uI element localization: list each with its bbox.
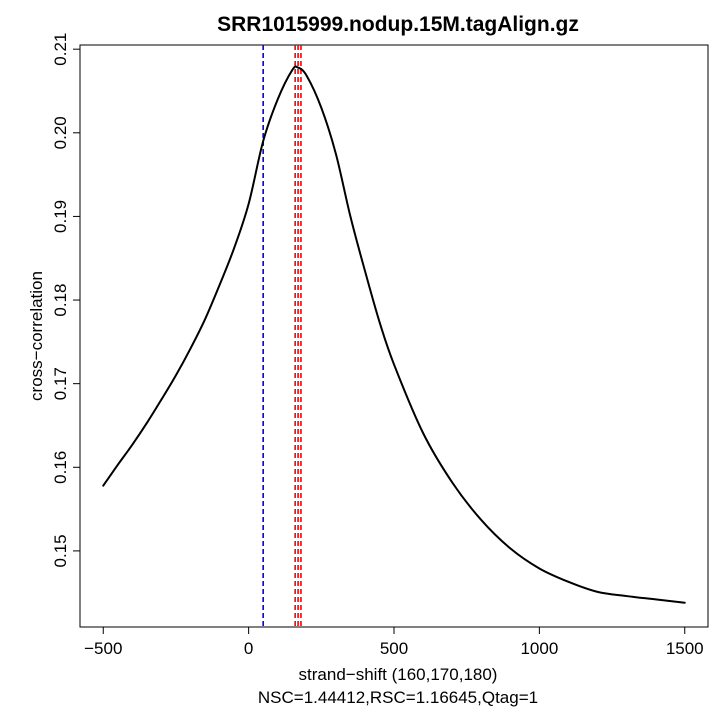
y-tick-label: 0.21 (51, 33, 70, 66)
x-axis: −500 0 500 1000 1500 (84, 627, 704, 658)
x-tick-label: 0 (244, 639, 253, 658)
x-axis-label: strand−shift (160,170,180) (299, 665, 498, 684)
x-tick-label: 1000 (520, 639, 558, 658)
x-tick-label: −500 (84, 639, 122, 658)
y-tick-label: 0.17 (51, 367, 70, 400)
y-axis-label: cross−correlation (27, 271, 46, 401)
y-tick-label: 0.19 (51, 200, 70, 233)
y-tick-label: 0.15 (51, 534, 70, 567)
y-axis: 0.15 0.16 0.17 0.18 0.19 0.20 0.21 (51, 33, 80, 567)
cross-correlation-curve (102, 65, 686, 604)
y-tick-label: 0.18 (51, 283, 70, 316)
y-tick-label: 0.20 (51, 116, 70, 149)
chart-subtitle: NSC=1.44412,RSC=1.16645,Qtag=1 (258, 688, 538, 707)
chart-title: SRR1015999.nodup.15M.tagAlign.gz (217, 13, 579, 36)
x-tick-label: 1500 (666, 639, 704, 658)
x-tick-label: 500 (380, 639, 408, 658)
y-tick-label: 0.16 (51, 451, 70, 484)
series-group (102, 65, 686, 604)
